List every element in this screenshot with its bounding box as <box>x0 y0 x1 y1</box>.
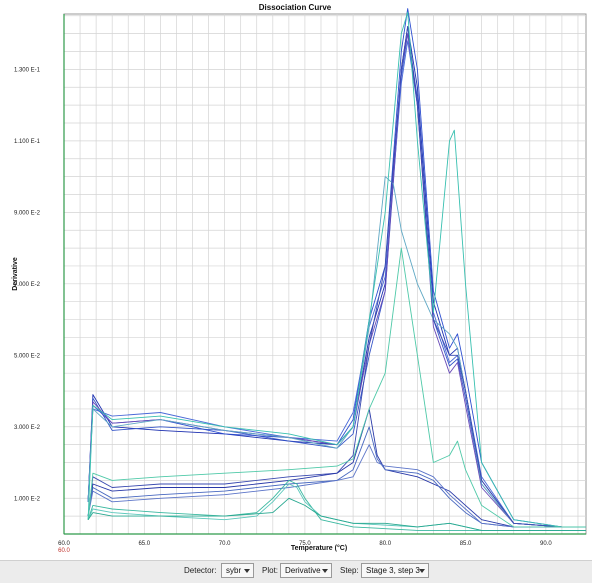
y-tick-label: 9.000 E-2 <box>14 210 41 216</box>
axes <box>63 14 586 535</box>
series-line <box>87 444 586 528</box>
y-tick-label: 1.300 E-1 <box>14 67 41 73</box>
detector-label: Detector: <box>184 566 217 575</box>
y-tick-label: 5.000 E-2 <box>14 353 41 359</box>
x-tick-label: 80.0 <box>379 541 391 547</box>
series-line <box>87 26 586 528</box>
series-line <box>87 497 586 531</box>
x-axis-label: Temperature (°C) <box>291 544 347 552</box>
plot-value: Derivative <box>285 566 321 575</box>
series-group <box>87 8 586 531</box>
tick-labels: 60.0 65.0 70.0 75.0 80.0 85.0 90.0 60.0 1.000 E-… <box>14 67 552 554</box>
series-line <box>87 8 586 528</box>
y-tick-label: 1.100 E-1 <box>14 139 41 145</box>
detector-value: sybr <box>226 566 242 575</box>
x-tick-label: 75.0 <box>299 541 311 547</box>
plot-area <box>63 13 587 535</box>
x-tick-label: 60.0 <box>58 541 70 547</box>
y-tick-label: 7.000 E-2 <box>14 282 41 288</box>
x-tick-label: 85.0 <box>460 541 472 547</box>
detector-select[interactable]: sybr <box>221 563 254 578</box>
x-origin-label: 60.0 <box>58 548 70 554</box>
chevron-down-icon <box>244 569 250 573</box>
series-line <box>87 247 586 528</box>
control-bar: Detector: sybr Plot: Derivative Step: St… <box>0 560 592 583</box>
plot-label: Plot: <box>262 566 279 575</box>
chevron-down-icon <box>419 569 425 573</box>
step-value: Stage 3, step 3 <box>366 566 420 575</box>
step-label: Step: <box>340 566 359 575</box>
series-line <box>87 479 586 531</box>
step-select[interactable]: Stage 3, step 3 <box>361 563 429 578</box>
series-line <box>87 11 586 528</box>
series-line <box>87 408 586 528</box>
x-tick-label: 70.0 <box>219 541 231 547</box>
y-tick-label: 3.000 E-2 <box>14 425 41 431</box>
chevron-down-icon <box>322 569 328 573</box>
y-tick-label: 1.000 E-2 <box>14 496 41 502</box>
x-tick-label: 65.0 <box>138 541 150 547</box>
x-tick-label: 90.0 <box>540 541 552 547</box>
plot-select[interactable]: Derivative <box>280 563 332 578</box>
y-axis-label: Derivative <box>12 257 19 291</box>
grid <box>63 14 586 534</box>
chart-title: Dissociation Curve <box>259 3 332 12</box>
chart: Dissociation Curve 60.0 65.0 70.0 75.0 80.0 8… <box>12 3 587 554</box>
